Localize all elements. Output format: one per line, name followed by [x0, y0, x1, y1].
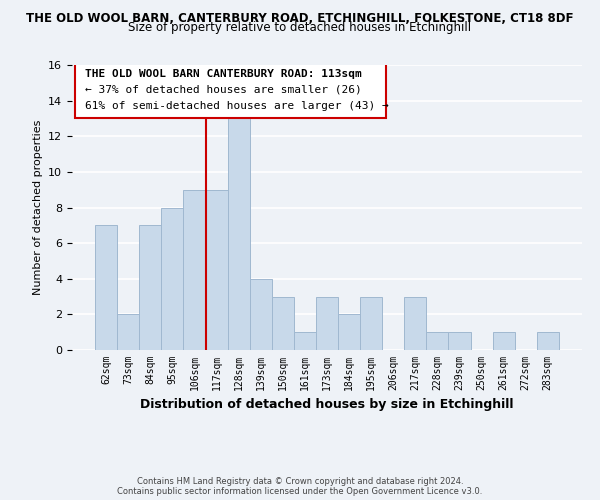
Bar [139, 226, 161, 350]
Bar [316, 296, 338, 350]
Text: THE OLD WOOL BARN, CANTERBURY ROAD, ETCHINGHILL, FOLKESTONE, CT18 8DF: THE OLD WOOL BARN, CANTERBURY ROAD, ETCH… [26, 12, 574, 26]
Bar [227, 118, 250, 350]
Bar [493, 332, 515, 350]
Bar [338, 314, 360, 350]
Bar [272, 296, 294, 350]
Bar [427, 332, 448, 350]
Bar [537, 332, 559, 350]
Text: 61% of semi-detached houses are larger (43) →: 61% of semi-detached houses are larger (… [85, 100, 389, 110]
Bar [206, 190, 227, 350]
Y-axis label: Number of detached properties: Number of detached properties [32, 120, 43, 295]
Bar [294, 332, 316, 350]
Bar [95, 226, 117, 350]
Text: THE OLD WOOL BARN CANTERBURY ROAD: 113sqm: THE OLD WOOL BARN CANTERBURY ROAD: 113sq… [85, 70, 361, 80]
Text: Contains HM Land Registry data © Crown copyright and database right 2024.
Contai: Contains HM Land Registry data © Crown c… [118, 476, 482, 496]
Bar [161, 208, 184, 350]
Text: ← 37% of detached houses are smaller (26): ← 37% of detached houses are smaller (26… [85, 85, 361, 95]
Bar [250, 279, 272, 350]
Text: Size of property relative to detached houses in Etchinghill: Size of property relative to detached ho… [128, 21, 472, 34]
Bar [448, 332, 470, 350]
Bar [184, 190, 206, 350]
Bar [404, 296, 427, 350]
Bar [360, 296, 382, 350]
FancyBboxPatch shape [74, 62, 386, 118]
Bar [117, 314, 139, 350]
X-axis label: Distribution of detached houses by size in Etchinghill: Distribution of detached houses by size … [140, 398, 514, 411]
